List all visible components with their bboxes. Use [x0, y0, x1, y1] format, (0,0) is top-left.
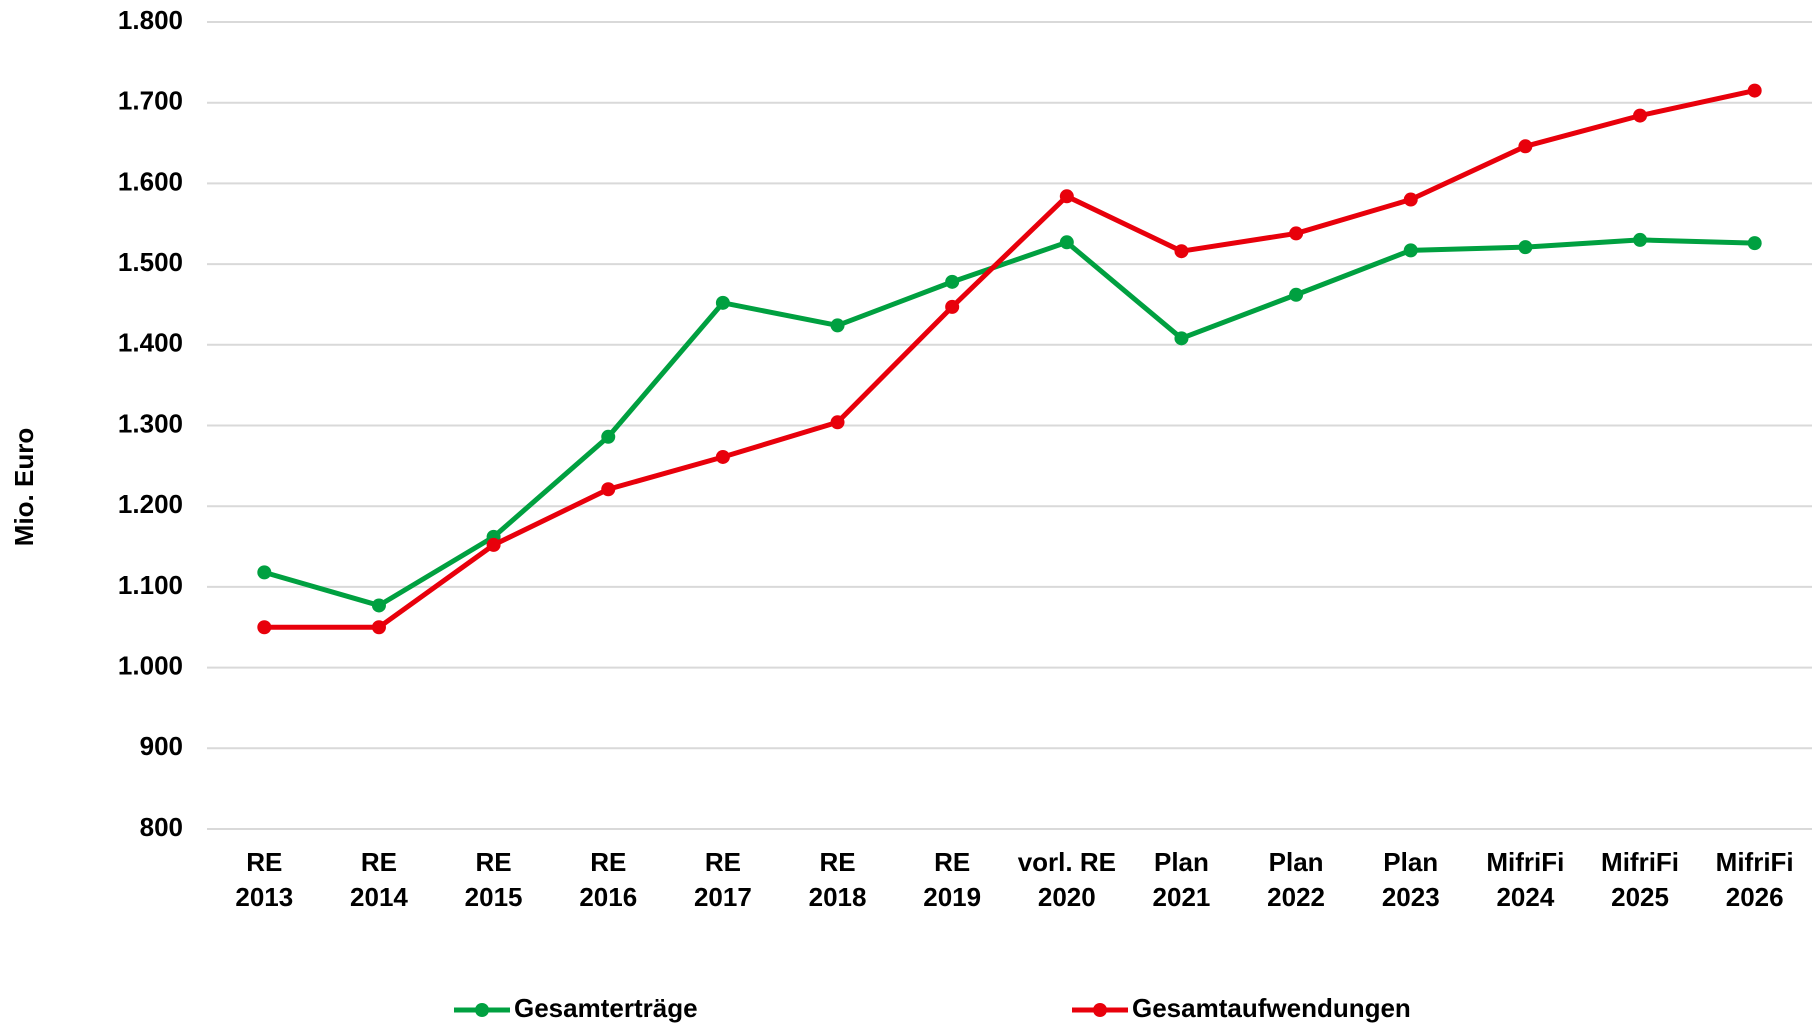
x-tick-label: Plan 2023: [1381, 847, 1440, 912]
marker: [1518, 240, 1533, 255]
y-tick-label: 1.400: [118, 328, 183, 358]
marker: [1289, 226, 1304, 241]
x-tick-label: RE 2014: [350, 847, 408, 912]
marker: [1403, 192, 1418, 207]
marker: [1633, 108, 1648, 123]
x-tick-label: vorl. RE 2020: [1017, 847, 1116, 912]
marker: [715, 295, 730, 310]
legend-label: Gesamterträge: [514, 993, 698, 1023]
x-tick-label: Plan 2022: [1267, 847, 1326, 912]
x-tick-label: RE 2016: [579, 847, 638, 912]
x-tick-label: MifriFi 2024: [1486, 847, 1565, 912]
x-tick-label: RE 2013: [235, 847, 294, 912]
marker: [601, 482, 616, 497]
y-tick-label: 900: [140, 731, 183, 761]
marker: [1174, 244, 1189, 259]
x-tick-label: RE 2015: [464, 847, 523, 912]
marker: [371, 620, 386, 635]
x-tick-label: MifriFi 2026: [1715, 847, 1794, 912]
y-tick-label: 800: [140, 812, 183, 842]
marker: [830, 415, 845, 430]
marker: [371, 598, 386, 613]
x-tick-label: RE 2017: [693, 847, 752, 912]
legend-marker: [475, 1003, 489, 1017]
marker: [1518, 139, 1533, 154]
marker: [1403, 243, 1418, 258]
marker: [715, 449, 730, 464]
x-tick-label: MifriFi 2025: [1601, 847, 1680, 912]
x-tick-label: RE 2019: [923, 847, 982, 912]
marker: [945, 299, 960, 314]
marker: [945, 274, 960, 289]
legend-marker: [1093, 1003, 1107, 1017]
legend-label: Gesamtaufwendungen: [1132, 993, 1411, 1023]
marker: [257, 620, 272, 635]
y-tick-label: 1.200: [118, 489, 183, 519]
marker: [601, 429, 616, 444]
marker: [1174, 331, 1189, 346]
y-tick-label: 1.800: [118, 5, 183, 35]
marker: [257, 565, 272, 580]
y-tick-label: 1.600: [118, 166, 183, 196]
marker: [1633, 232, 1648, 247]
x-tick-label: Plan 2021: [1152, 847, 1211, 912]
marker: [1747, 83, 1762, 98]
y-tick-label: 1.500: [118, 247, 183, 277]
y-tick-label: 1.000: [118, 650, 183, 680]
marker: [1289, 287, 1304, 302]
marker: [830, 318, 845, 333]
y-tick-label: 1.100: [118, 570, 183, 600]
line: [264, 88, 1756, 630]
y-tick-label: 1.700: [118, 86, 183, 116]
y-axis-title: Mio. Euro: [9, 428, 39, 546]
marker: [1059, 189, 1074, 204]
y-tick-label: 1.300: [118, 408, 183, 438]
marker: [1747, 236, 1762, 251]
x-tick-label: RE 2018: [808, 847, 867, 912]
marker: [1059, 235, 1074, 250]
line: [263, 237, 1755, 608]
marker: [486, 537, 501, 552]
